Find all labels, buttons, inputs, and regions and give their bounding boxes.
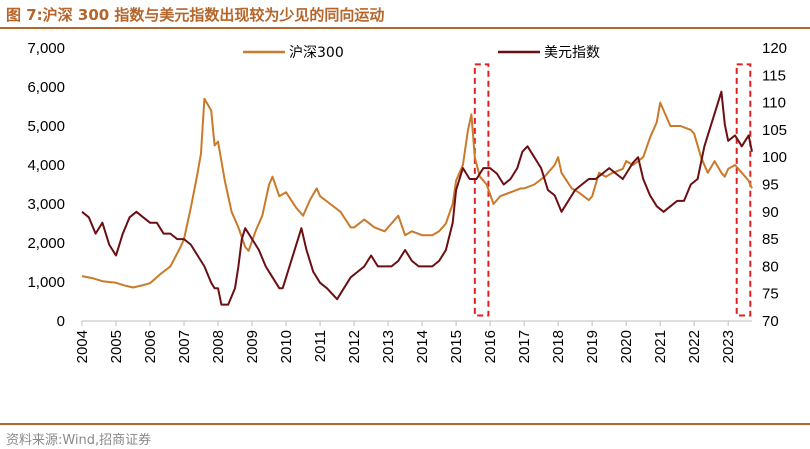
x-tick-label: 2004 (74, 330, 91, 363)
y-right-tick-label: 105 (762, 122, 787, 139)
y-left-tick-label: 3,000 (27, 196, 65, 213)
series-layer (81, 90, 753, 306)
y-right-tick-label: 95 (762, 177, 779, 194)
x-tick-label: 2019 (584, 330, 601, 363)
source-divider (0, 423, 810, 425)
highlight-box (735, 63, 752, 317)
x-tick-label: 2006 (142, 330, 159, 363)
y-left-tick-label: 1,000 (27, 274, 65, 291)
y-right-tick-label: 75 (762, 286, 779, 303)
y-right-tick-label: 115 (762, 67, 786, 84)
x-tick-label: 2010 (278, 330, 295, 363)
source-note: 资料来源:Wind,招商证券 (6, 433, 152, 448)
axes: 0 1,000 2,000 3,000 4,000 5,000 6,000 7,000 70 75… (27, 40, 787, 363)
y-left-tick-label: 0 (57, 313, 65, 330)
x-tick-label: 2022 (686, 330, 703, 363)
legend: 沪深300 美元指数 (243, 45, 600, 61)
y-right-tick-label: 110 (762, 95, 786, 112)
x-tick-label: 2009 (244, 330, 261, 363)
x-tick-label: 2018 (550, 330, 567, 363)
x-tick-label: 2016 (482, 330, 499, 363)
y-left-tick-label: 6,000 (27, 79, 65, 96)
y-left-tick-label: 2,000 (27, 235, 65, 252)
y-left-tick-label: 5,000 (27, 118, 65, 135)
x-tick-label: 2008 (210, 330, 227, 363)
x-tick-label: 2021 (652, 330, 669, 363)
chart-title: 图 7:沪深 300 指数与美元指数出现较为少见的同向运动 (6, 6, 385, 24)
y-right-tick-label: 100 (762, 149, 787, 166)
y-left-tick-label: 4,000 (27, 157, 65, 174)
x-tick-label: 2005 (108, 330, 125, 363)
highlight-box (473, 63, 490, 317)
legend-label: 美元指数 (544, 45, 600, 61)
x-tick-label: 2020 (618, 330, 635, 363)
title-divider (0, 27, 810, 29)
legend-label: 沪深300 (289, 45, 344, 61)
y-right-tick-label: 90 (762, 204, 779, 221)
x-tick-label: 2014 (414, 330, 431, 363)
x-tick-label: 2011 (312, 330, 329, 362)
series-line-csi300 (81, 97, 753, 289)
annotations (473, 63, 752, 317)
y-right-tick-label: 70 (762, 313, 779, 330)
y-right-tick-label: 85 (762, 231, 779, 248)
y-right-tick-label: 120 (762, 40, 787, 57)
series-line-dollar-index (81, 90, 753, 306)
x-tick-label: 2015 (448, 330, 465, 363)
x-tick-label: 2012 (346, 330, 363, 363)
x-tick-label: 2013 (380, 330, 397, 363)
x-tick-label: 2007 (176, 330, 193, 363)
y-right-tick-label: 80 (762, 258, 779, 275)
x-tick-label: 2023 (720, 330, 737, 363)
y-left-tick-label: 7,000 (27, 40, 65, 57)
x-tick-label: 2017 (516, 330, 533, 363)
